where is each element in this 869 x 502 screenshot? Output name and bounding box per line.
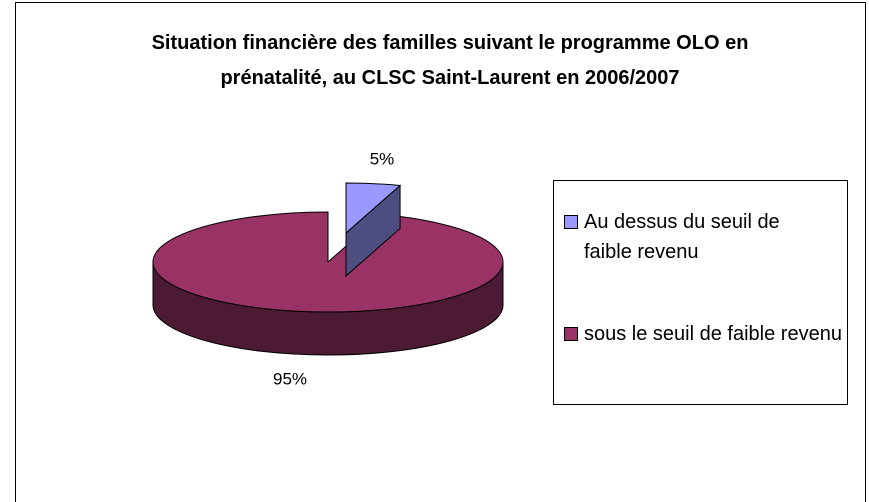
legend-item: Au dessus du seuil de faible revenu: [564, 207, 824, 267]
legend-label: Au dessus du seuil de faible revenu: [584, 211, 780, 263]
pie-slice: [345, 182, 402, 278]
slice-top: [152, 211, 504, 313]
slice-top: [345, 182, 402, 235]
legend: Au dessus du seuil de faible revenu sous …: [553, 180, 848, 405]
pie-slice: [152, 211, 504, 356]
legend-label: sous le seuil de faible revenu: [584, 323, 842, 345]
data-label: 95%: [273, 369, 307, 388]
data-label: 5%: [370, 149, 395, 168]
legend-item: sous le seuil de faible revenu: [564, 319, 854, 349]
legend-swatch: [564, 215, 578, 229]
legend-swatch: [564, 327, 578, 341]
chart-title: Situation financière des familles suivan…: [151, 32, 749, 89]
chart-frame: [15, 2, 866, 502]
